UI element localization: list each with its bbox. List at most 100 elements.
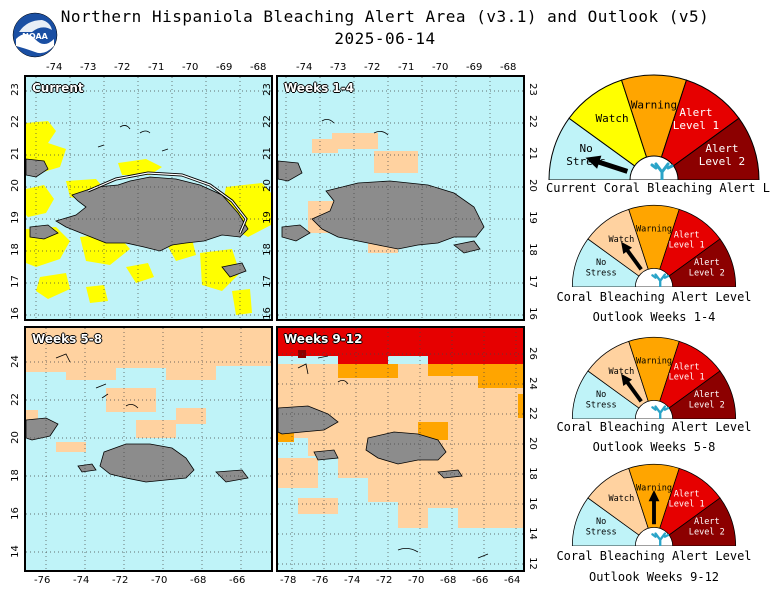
- gauge-weeks-5-8-caption: Coral Bleaching Alert Level: [556, 420, 752, 434]
- lat-tick-label: 22: [261, 115, 273, 128]
- lon-tick-label: -68: [500, 62, 517, 73]
- gauge-weeks-9-12-caption2: Outlook Weeks 9-12: [588, 570, 720, 584]
- gauge-needle-head: [621, 241, 633, 254]
- lat-tick-label: 21: [261, 147, 273, 160]
- noaa-logo: NOAA: [12, 12, 58, 58]
- lon-tick-label: -72: [114, 62, 131, 73]
- gauge-label-watch: Watch: [608, 235, 634, 245]
- lon-tick-label: -68: [190, 575, 207, 586]
- lon-tick-label: -66: [229, 575, 246, 586]
- gauge-label-alert1: Alert Level 1: [669, 230, 705, 250]
- gauge-label-no_stress: No Stress: [586, 390, 617, 410]
- lat-tick-label: 17: [261, 275, 273, 288]
- gauge-needle-head: [621, 373, 633, 386]
- lat-tick-label: 23: [9, 83, 21, 96]
- warning-areas: [278, 364, 523, 442]
- gauge-weeks-1-4: No Stress Watch Warning Alert Level 1 Alert Lev…: [570, 203, 738, 289]
- lon-tick-label: -76: [34, 575, 51, 586]
- graticule: [26, 77, 271, 319]
- panel-label-weeks-9-12: Weeks 9-12: [284, 332, 363, 347]
- watch-outlook-areas: [26, 328, 271, 452]
- islands: [97, 125, 169, 152]
- gauge-segment-alert2: [652, 238, 737, 288]
- gauge-label-alert2: Alert Level 2: [689, 390, 725, 410]
- lon-tick-label: -72: [112, 575, 129, 586]
- land-masses: [26, 158, 249, 278]
- map-panel-weeks-9-12: Weeks 9-12: [276, 326, 525, 572]
- lat-tick-label: 20: [9, 431, 21, 444]
- gauge-label-alert1: Alert Level 1: [669, 362, 705, 382]
- lat-tick-label: 20: [9, 179, 21, 192]
- gauge-label-warning: Warning: [636, 483, 672, 493]
- lat-tick-label: 20: [526, 179, 538, 192]
- islands: [297, 355, 489, 559]
- lat-tick-label: 20: [526, 437, 538, 450]
- map-panel-weeks-1-4: Weeks 1-4: [276, 75, 525, 321]
- lat-tick-label: 17: [526, 275, 538, 288]
- gauge-label-warning: Warning: [636, 224, 672, 234]
- lat-tick-label: 16: [526, 497, 538, 510]
- lon-tick-label: -68: [440, 575, 457, 586]
- land-masses: [26, 417, 249, 483]
- lon-tick-label: -70: [151, 575, 168, 586]
- gauge-label-warning: Warning: [631, 99, 677, 112]
- map-panel-weeks-5-8: Weeks 5-8: [24, 326, 273, 572]
- gauge-needle-head: [585, 155, 602, 169]
- lat-tick-label: 18: [526, 243, 538, 256]
- graticule: [26, 328, 271, 570]
- gauge-label-watch: Watch: [608, 367, 634, 377]
- lat-tick-label: 23: [526, 83, 538, 96]
- coral-icon: [650, 162, 674, 182]
- gauge-label-alert1: Alert Level 1: [669, 489, 705, 509]
- land-masses: [278, 160, 485, 254]
- lat-tick-label: 24: [526, 377, 538, 390]
- gauge-label-alert2: Alert Level 2: [699, 142, 745, 168]
- lon-tick-label: -71: [398, 62, 415, 73]
- lat-tick-label: 22: [9, 115, 21, 128]
- lat-tick-label: 14: [9, 545, 21, 558]
- gauge-label-alert2: Alert Level 2: [689, 258, 725, 278]
- panel-label-current: Current: [32, 81, 84, 96]
- gauge-weeks-5-8-caption2: Outlook Weeks 5-8: [592, 440, 716, 454]
- coral-icon: [651, 532, 670, 548]
- graticule: [278, 77, 523, 319]
- lat-tick-label: 18: [526, 467, 538, 480]
- gauge-label-watch: Watch: [595, 112, 628, 125]
- lat-tick-label: 26: [526, 347, 538, 360]
- lon-tick-label: -70: [408, 575, 425, 586]
- gauge-needle-head: [648, 490, 660, 502]
- gauge-segment-alert2: [652, 117, 760, 181]
- lon-tick-label: -76: [312, 575, 329, 586]
- panel-label-weeks-5-8: Weeks 5-8: [32, 332, 103, 347]
- gauge-weeks-5-8: No Stress Watch Warning Alert Level 1 Alert Lev…: [570, 335, 738, 421]
- gauge-label-alert1: Alert Level 1: [673, 106, 719, 132]
- lat-tick-label: 23: [261, 83, 273, 96]
- gauge-segment-alert2: [652, 497, 737, 547]
- lat-tick-label: 16: [261, 307, 273, 320]
- lat-tick-label: 16: [526, 307, 538, 320]
- gauge-current: No Stress Watch Warning Alert Level 1 Alert Lev…: [546, 72, 762, 182]
- lat-tick-label: 14: [526, 527, 538, 540]
- lon-tick-label: -73: [80, 62, 97, 73]
- lon-tick-label: -66: [472, 575, 489, 586]
- lat-tick-label: 16: [9, 307, 21, 320]
- gauge-label-no_stress: No Stress: [586, 258, 617, 278]
- lat-tick-label: 18: [9, 243, 21, 256]
- lon-tick-label: -70: [182, 62, 199, 73]
- gauge-label-watch: Watch: [608, 494, 634, 504]
- lat-tick-label: 22: [526, 115, 538, 128]
- lon-tick-label: -78: [280, 575, 297, 586]
- noaa-logo-text: NOAA: [22, 32, 48, 41]
- panel-label-weeks-1-4: Weeks 1-4: [284, 81, 355, 96]
- lon-tick-label: -74: [344, 575, 361, 586]
- gauge-weeks-1-4-caption2: Outlook Weeks 1-4: [592, 310, 716, 324]
- lat-tick-label: 19: [9, 211, 21, 224]
- lon-tick-label: -70: [432, 62, 449, 73]
- gauge-label-no_stress: No Stress: [586, 517, 617, 537]
- gauge-weeks-1-4-caption: Coral Bleaching Alert Level: [556, 290, 752, 304]
- alert-level-1-areas: [278, 328, 523, 364]
- lat-tick-label: 19: [261, 211, 273, 224]
- gauge-segment-alert2: [652, 370, 737, 420]
- lat-tick-label: 16: [9, 507, 21, 520]
- lon-tick-label: -72: [364, 62, 381, 73]
